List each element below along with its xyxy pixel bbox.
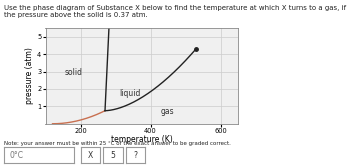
Y-axis label: pressure (atm): pressure (atm) <box>25 48 34 104</box>
Text: 5: 5 <box>111 151 115 160</box>
Text: solid: solid <box>65 68 83 77</box>
X-axis label: temperature (K): temperature (K) <box>111 135 173 144</box>
Text: X: X <box>88 151 93 160</box>
Text: 0°C: 0°C <box>9 151 23 160</box>
Text: ?: ? <box>134 151 138 160</box>
Text: Note: your answer must be within 25 °C of the exact answer to be graded correct.: Note: your answer must be within 25 °C o… <box>4 141 230 146</box>
Text: liquid: liquid <box>119 89 140 98</box>
Text: gas: gas <box>161 107 175 116</box>
Text: Use the phase diagram of Substance X below to find the temperature at which X tu: Use the phase diagram of Substance X bel… <box>4 5 346 18</box>
